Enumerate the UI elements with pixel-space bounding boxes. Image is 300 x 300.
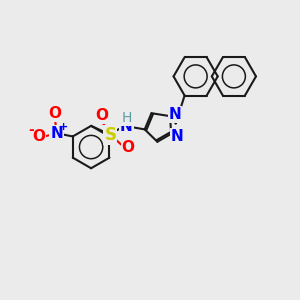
Text: N: N xyxy=(50,126,63,141)
Text: S: S xyxy=(104,126,116,144)
Text: O: O xyxy=(95,108,109,123)
Text: O: O xyxy=(32,129,45,144)
Text: -: - xyxy=(28,123,34,137)
Text: O: O xyxy=(49,106,62,121)
Text: N: N xyxy=(168,107,181,122)
Text: H: H xyxy=(121,111,132,125)
Text: O: O xyxy=(122,140,134,155)
Text: +: + xyxy=(59,122,68,132)
Text: N: N xyxy=(171,129,184,144)
Text: N: N xyxy=(120,119,133,134)
